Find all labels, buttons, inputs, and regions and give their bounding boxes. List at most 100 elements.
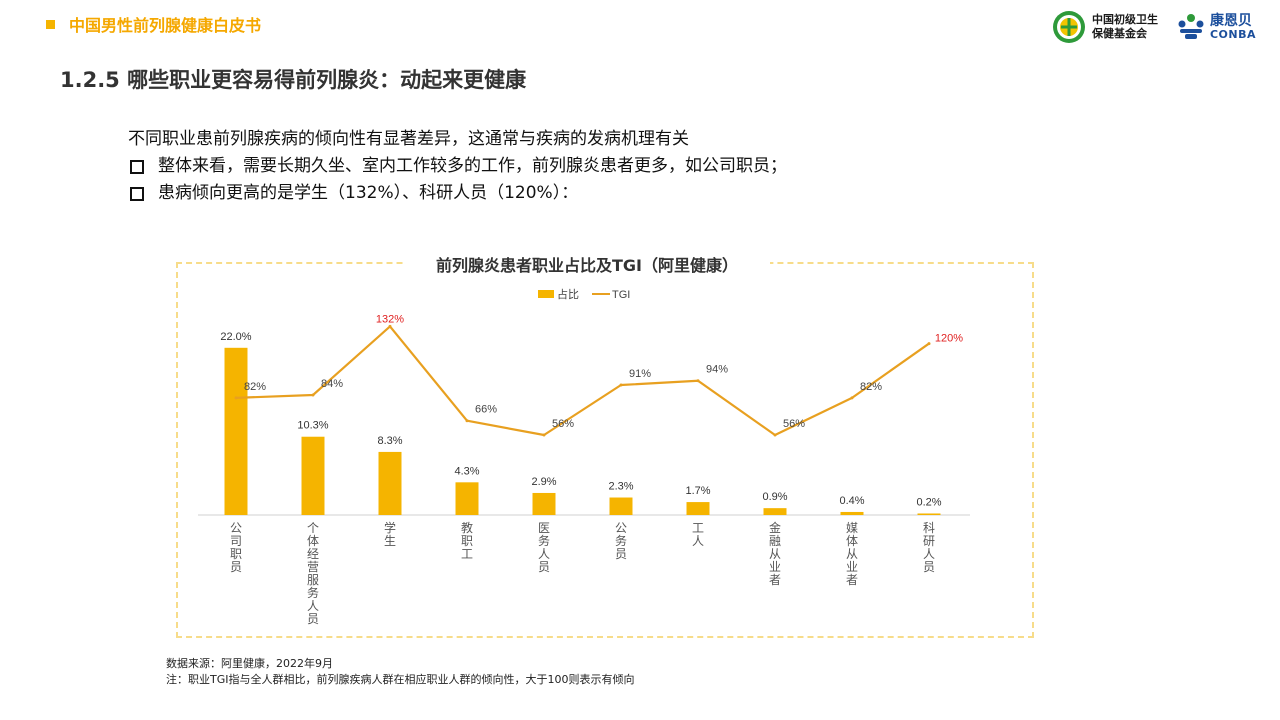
x-tick-label-char: 人: [923, 547, 935, 561]
source-line: 数据来源：阿里健康，2022年9月: [166, 657, 333, 670]
bar-label: 2.9%: [531, 476, 556, 488]
tgi-line: [235, 325, 930, 437]
bullet-item: 整体来看，需要长期久坐、室内工作较多的工作，前列腺炎患者更多，如公司职员；: [128, 153, 787, 180]
tgi-label: 94%: [706, 364, 728, 376]
bullet-text-2: 患病倾向更高的是学生（132%）、科研人员（120%）：: [158, 183, 579, 203]
bar-5: [609, 497, 633, 515]
conba-logo: 康恩贝 CONBA: [1176, 12, 1256, 42]
x-tick-label-char: 生: [384, 534, 396, 548]
tgi-label: 56%: [552, 418, 574, 430]
x-tick-label-char: 服: [307, 573, 319, 587]
footnote-line: 注：职业TGI指与全人群相比，前列腺疾病人群在相应职业人群的倾向性，大于100则…: [166, 673, 635, 686]
tgi-label: 132%: [376, 313, 404, 325]
x-tick-label-char: 工: [461, 547, 473, 561]
tgi-label: 84%: [321, 378, 343, 390]
bar-label: 8.3%: [377, 435, 402, 447]
x-tick-label-char: 教: [461, 520, 473, 535]
intro-lead: 不同职业患前列腺疾病的倾向性有显著差异，这通常与疾病的发病机理有关: [128, 129, 689, 149]
conba-mark-icon: [1178, 14, 1204, 39]
x-tick-label-char: 公: [615, 521, 627, 535]
x-tick-label-char: 人: [307, 599, 319, 613]
x-tick-label-char: 人: [538, 547, 550, 561]
bullet-item: 患病倾向更高的是学生（132%）、科研人员（120%）：: [128, 180, 787, 207]
x-tick-label-char: 研: [923, 534, 935, 548]
legend-bar-swatch: [538, 290, 554, 298]
foundation-emblem-icon: [1052, 11, 1085, 43]
x-tick-label-char: 员: [230, 560, 242, 574]
source-note: 数据来源：阿里健康，2022年9月 注：职业TGI指与全人群相比，前列腺疾病人群…: [166, 656, 634, 688]
tgi-point: [619, 383, 623, 387]
tgi-point: [927, 342, 931, 346]
header-bar: 中国男性前列腺健康白皮书: [46, 12, 261, 36]
tgi-point: [465, 419, 469, 423]
bullet-text-1: 整体来看，需要长期久坐、室内工作较多的工作，前列腺炎患者更多，如公司职员；: [158, 156, 787, 176]
checkbox-bullet-icon: [130, 159, 144, 174]
tgi-point: [311, 393, 315, 397]
legend-bar-label: 占比: [557, 287, 579, 301]
foundation-name-line2: 保健基金会: [1091, 27, 1147, 40]
tgi-label: 120%: [935, 333, 963, 345]
checkbox-bullet-icon: [130, 186, 144, 201]
report-brand-title: 中国男性前列腺健康白皮书: [69, 16, 262, 35]
x-tick-label-char: 医: [538, 521, 550, 535]
x-tick-label-char: 工: [692, 521, 704, 535]
x-tick-label-char: 营: [307, 560, 319, 574]
tgi-label: 56%: [783, 418, 805, 430]
tgi-point: [234, 396, 238, 400]
bar-label: 4.3%: [454, 465, 479, 477]
x-tick-label-char: 员: [538, 560, 550, 574]
foundation-logo: 中国初级卫生 保健基金会: [1052, 10, 1158, 44]
tgi-point: [850, 396, 854, 400]
bar-label: 22.0%: [220, 331, 251, 343]
bar-9: [917, 513, 941, 515]
x-tick-label-char: 业: [769, 560, 781, 574]
tgi-label: 82%: [860, 381, 882, 393]
bar-label: 0.2%: [916, 496, 941, 508]
tgi-point: [542, 433, 546, 437]
bar-6: [686, 502, 710, 515]
x-tick-label-char: 者: [846, 573, 858, 587]
tgi-label: 66%: [475, 404, 497, 416]
bar-2: [378, 451, 402, 515]
x-tick-label-char: 科: [923, 521, 935, 535]
x-tick-label-char: 业: [846, 560, 858, 574]
bar-7: [763, 508, 787, 515]
bar-label: 0.4%: [839, 495, 864, 507]
bar-4: [532, 492, 556, 515]
x-tick-label-char: 务: [307, 585, 319, 600]
x-tick-label-char: 体: [307, 534, 319, 548]
tgi-label: 91%: [629, 368, 651, 380]
foundation-name-line1: 中国初级卫生: [1091, 13, 1158, 26]
bar-8: [840, 511, 864, 515]
bar-label: 0.9%: [762, 491, 787, 503]
x-tick-label-char: 个: [307, 521, 319, 535]
x-tick-label-char: 学: [384, 520, 396, 535]
bar-0: [224, 347, 248, 515]
x-tick-label-char: 从: [769, 547, 781, 561]
intro-text: 不同职业患前列腺疾病的倾向性有显著差异，这通常与疾病的发病机理有关 整体来看，需…: [128, 126, 787, 207]
bar-1: [301, 436, 325, 515]
x-tick-label-char: 人: [692, 534, 704, 548]
bar-label: 10.3%: [297, 420, 328, 432]
x-tick-label-char: 职: [461, 534, 473, 548]
bar-label: 1.7%: [685, 485, 710, 497]
x-tick-label-char: 务: [538, 533, 550, 548]
conba-en-name: CONBA: [1209, 27, 1256, 41]
x-tick-label-char: 体: [846, 534, 858, 548]
bar-3: [455, 482, 479, 515]
x-tick-label-char: 职: [230, 547, 242, 561]
square-bullet-icon: [46, 19, 55, 29]
x-tick-label-char: 员: [615, 547, 627, 561]
logo-group: 中国初级卫生 保健基金会 康恩贝 CONBA: [1052, 10, 1256, 44]
tgi-point: [696, 379, 700, 383]
x-tick-label-char: 公: [230, 521, 242, 535]
x-tick-label-char: 金: [769, 520, 781, 535]
x-tick-label-char: 融: [769, 534, 781, 548]
x-tick-label-char: 员: [923, 560, 935, 574]
x-tick-label-char: 员: [307, 612, 319, 626]
x-tick-label-char: 经: [307, 547, 319, 561]
x-tick-label-char: 从: [846, 547, 858, 561]
legend-line-label: TGI: [612, 289, 630, 301]
chart-title: 前列腺炎患者职业占比及TGI（阿里健康）: [404, 252, 770, 276]
